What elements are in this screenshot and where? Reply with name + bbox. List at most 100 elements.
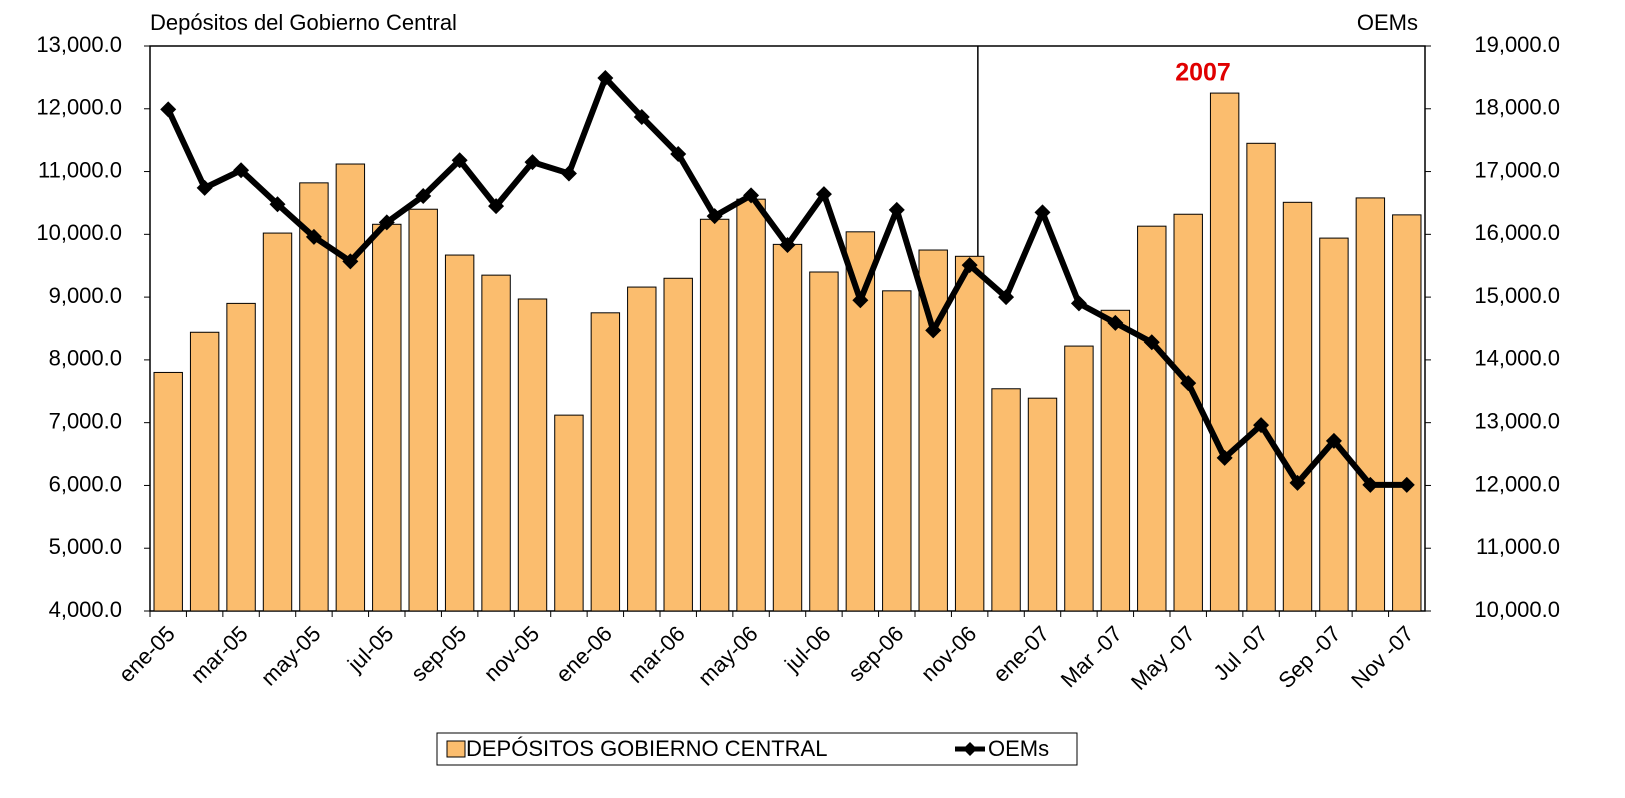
marker: [1180, 375, 1197, 392]
legend-marker: [963, 742, 977, 756]
bar: [554, 414, 584, 612]
marker: [633, 108, 650, 125]
bar: [699, 218, 730, 612]
bar: [954, 255, 985, 612]
marker: [743, 187, 760, 204]
bar: [1027, 397, 1058, 612]
bar: [1282, 201, 1313, 612]
bar: [1064, 345, 1094, 612]
y2-tick-label: 10,000.0: [1474, 597, 1560, 622]
x-tick-label: Jul -07: [1208, 621, 1272, 685]
x-tick-label: may-06: [693, 621, 763, 691]
y-axis-title: Depósitos del Gobierno Central: [150, 10, 457, 35]
x-tick-label: nov-06: [916, 621, 981, 686]
marker: [378, 214, 395, 231]
bar: [481, 274, 511, 612]
bar: [590, 312, 621, 612]
marker: [1107, 314, 1124, 331]
marker: [1398, 476, 1415, 493]
x-tick-label: ene-05: [114, 621, 180, 687]
legend-swatch: [446, 740, 466, 758]
bar: [335, 163, 366, 612]
marker: [670, 145, 687, 162]
marker: [415, 188, 432, 205]
marker: [233, 162, 250, 179]
y-tick-label: 9,000.0: [49, 283, 122, 308]
y2-tick-label: 17,000.0: [1474, 157, 1560, 182]
bar: [772, 243, 803, 612]
marker: [1253, 417, 1270, 434]
marker: [852, 292, 869, 309]
marker: [1289, 474, 1306, 491]
x-tick-label: jul-06: [779, 621, 835, 677]
marker: [779, 237, 796, 254]
y2-tick-label: 16,000.0: [1474, 220, 1560, 245]
bar: [882, 290, 912, 612]
bar: [408, 208, 438, 612]
marker: [451, 152, 468, 169]
marker: [961, 257, 978, 274]
y-tick-label: 12,000.0: [36, 95, 122, 120]
marker: [1325, 432, 1342, 449]
bar: [663, 277, 693, 612]
bar: [1209, 92, 1240, 612]
bar: [189, 331, 220, 612]
marker: [925, 322, 942, 339]
bar: [1100, 309, 1131, 612]
bar: [1137, 225, 1167, 612]
x-tick-label: may-05: [256, 621, 326, 691]
bar: [736, 198, 766, 612]
marker: [706, 208, 723, 225]
marker: [1143, 334, 1160, 351]
bar: [991, 388, 1021, 612]
bar: [845, 231, 876, 612]
y-tick-label: 5,000.0: [49, 534, 122, 559]
bar: [1392, 214, 1422, 612]
y-tick-label: 11,000.0: [38, 157, 122, 182]
marker: [342, 253, 359, 270]
x-tick-label: jul-05: [342, 621, 398, 677]
y2-axis-title: OEMs: [1357, 10, 1418, 35]
y2-tick-label: 11,000.0: [1476, 534, 1560, 559]
marker: [1216, 449, 1233, 466]
marker: [815, 186, 832, 203]
x-tick-label: May -07: [1126, 621, 1200, 695]
x-tick-label: sep-06: [843, 621, 908, 686]
y-tick-label: 10,000.0: [36, 220, 122, 245]
y2-tick-label: 12,000.0: [1474, 471, 1560, 496]
x-tick-label: mar-05: [186, 621, 253, 688]
bar: [262, 232, 293, 612]
marker: [269, 196, 286, 213]
x-tick-label: sep-05: [406, 621, 471, 686]
marker: [305, 228, 322, 245]
bar: [1355, 197, 1386, 612]
y-tick-label: 13,000.0: [36, 32, 122, 57]
x-tick-label: Nov -07: [1346, 621, 1418, 693]
bar: [517, 298, 548, 612]
y2-tick-label: 13,000.0: [1474, 408, 1560, 433]
y-tick-label: 4,000.0: [49, 597, 122, 622]
marker: [998, 289, 1015, 306]
y2-tick-label: 14,000.0: [1474, 346, 1560, 371]
x-tick-label: Mar -07: [1056, 621, 1127, 692]
marker: [597, 70, 614, 87]
x-tick-label: Sep -07: [1273, 621, 1345, 693]
y2-tick-label: 15,000.0: [1474, 283, 1560, 308]
x-tick-label: mar-06: [623, 621, 690, 688]
bar: [372, 223, 402, 612]
bar: [1319, 237, 1349, 612]
marker: [1034, 204, 1051, 221]
marker: [196, 179, 213, 196]
bar: [299, 182, 329, 612]
bar: [153, 371, 183, 612]
marker: [1070, 295, 1087, 312]
x-tick-label: ene-06: [551, 621, 617, 687]
bar: [809, 271, 839, 612]
y2-tick-label: 19,000.0: [1474, 32, 1560, 57]
x-tick-label: nov-05: [479, 621, 544, 686]
x-tick-label: ene-07: [988, 621, 1054, 687]
marker: [888, 201, 905, 218]
annotation: 2007: [1175, 59, 1231, 87]
bar: [1246, 142, 1276, 612]
marker: [1362, 476, 1379, 493]
